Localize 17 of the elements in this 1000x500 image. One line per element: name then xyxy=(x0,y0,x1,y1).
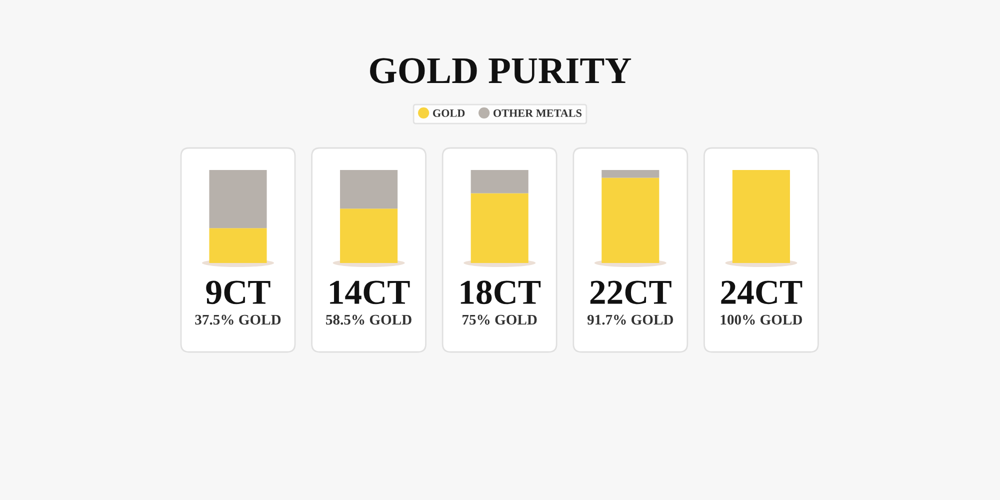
x-tick-label: 14CT xyxy=(330,280,410,304)
bar xyxy=(340,170,398,209)
bar xyxy=(209,170,267,228)
chart-title: GOLD PURITY xyxy=(370,58,632,84)
bar xyxy=(602,170,660,178)
x-tick-label: 24CT xyxy=(721,280,802,304)
x-tick-label: 22CT xyxy=(590,280,672,304)
x-tick-label: 18CT xyxy=(460,280,541,304)
legend-label: OTHER METALS xyxy=(494,109,582,117)
x-tick-label: 9CT xyxy=(206,280,270,304)
data-label: 91.7% GOLD xyxy=(587,314,674,325)
data-label: 58.5% GOLD xyxy=(326,314,412,325)
data-label: 100% GOLD xyxy=(720,314,802,325)
legend-label: GOLD xyxy=(433,109,465,117)
data-label: 37.5% GOLD xyxy=(195,314,281,325)
data-label: 75% GOLD xyxy=(462,314,537,325)
bar xyxy=(470,170,528,194)
